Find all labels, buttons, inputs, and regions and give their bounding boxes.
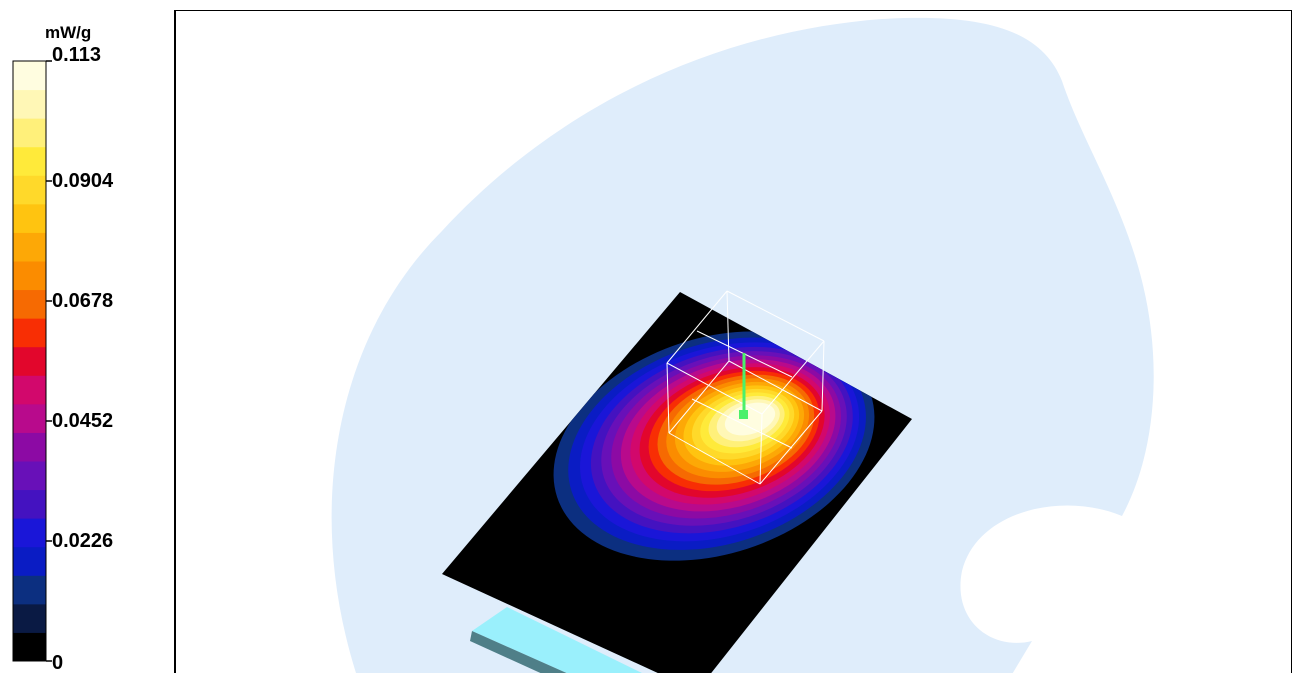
colorbar-tick-label: 0.0452 bbox=[52, 410, 114, 432]
probe-tip bbox=[739, 410, 748, 419]
colorbar-segment bbox=[13, 632, 46, 662]
colorbar-tick-label: 0.113 bbox=[52, 44, 101, 66]
colorbar bbox=[12, 60, 52, 662]
colorbar-segment bbox=[13, 346, 46, 376]
cube-edge bbox=[666, 362, 670, 434]
colorbar-segment bbox=[13, 318, 46, 348]
device-block-edge bbox=[470, 631, 567, 673]
colorbar-segment bbox=[13, 232, 46, 262]
colorbar-segment bbox=[13, 175, 46, 205]
colorbar-segment bbox=[13, 89, 46, 119]
cube-edge bbox=[668, 432, 761, 485]
colorbar-segment bbox=[13, 118, 46, 148]
colorbar-tick-label: 0.0226 bbox=[52, 530, 114, 552]
colorbar-segment bbox=[13, 203, 46, 233]
colorbar-segment bbox=[13, 518, 46, 548]
colorbar-segment bbox=[13, 489, 46, 519]
colorbar-segment bbox=[13, 61, 46, 91]
sar-scene bbox=[331, 17, 1154, 673]
colorbar-segment bbox=[13, 432, 46, 462]
colorbar-segment bbox=[13, 575, 46, 605]
colorbar-segment bbox=[13, 603, 46, 633]
cube-edge bbox=[668, 360, 730, 434]
colorbar-segment bbox=[13, 289, 46, 319]
colorbar-tick-label: 0.0904 bbox=[52, 170, 114, 192]
plot-area bbox=[174, 10, 1292, 673]
colorbar-segment bbox=[13, 461, 46, 491]
cube-edge bbox=[691, 398, 793, 449]
colorbar-segment bbox=[13, 375, 46, 405]
cube-edge bbox=[759, 413, 763, 485]
colorbar-segment bbox=[13, 546, 46, 576]
colorbar-tick-label: 0 bbox=[52, 652, 64, 674]
sar-contours bbox=[553, 331, 875, 561]
cube-edge bbox=[666, 362, 763, 415]
colorbar-border bbox=[12, 60, 47, 662]
colorbar-segment bbox=[13, 403, 46, 433]
cube-edge bbox=[726, 290, 825, 342]
zoom-scan-cube bbox=[666, 290, 825, 485]
contour-band bbox=[724, 402, 776, 436]
colorbar-segment bbox=[13, 146, 46, 176]
cube-edge bbox=[666, 290, 728, 364]
colorbar-segment bbox=[13, 261, 46, 291]
cube-edge bbox=[761, 340, 825, 415]
colorbar-tick-label: 0.0678 bbox=[52, 290, 114, 312]
colorbar-unit-label: mW/g bbox=[45, 23, 92, 42]
cube-edge bbox=[726, 290, 730, 362]
cube-edge bbox=[821, 340, 825, 412]
device-block bbox=[472, 607, 642, 673]
